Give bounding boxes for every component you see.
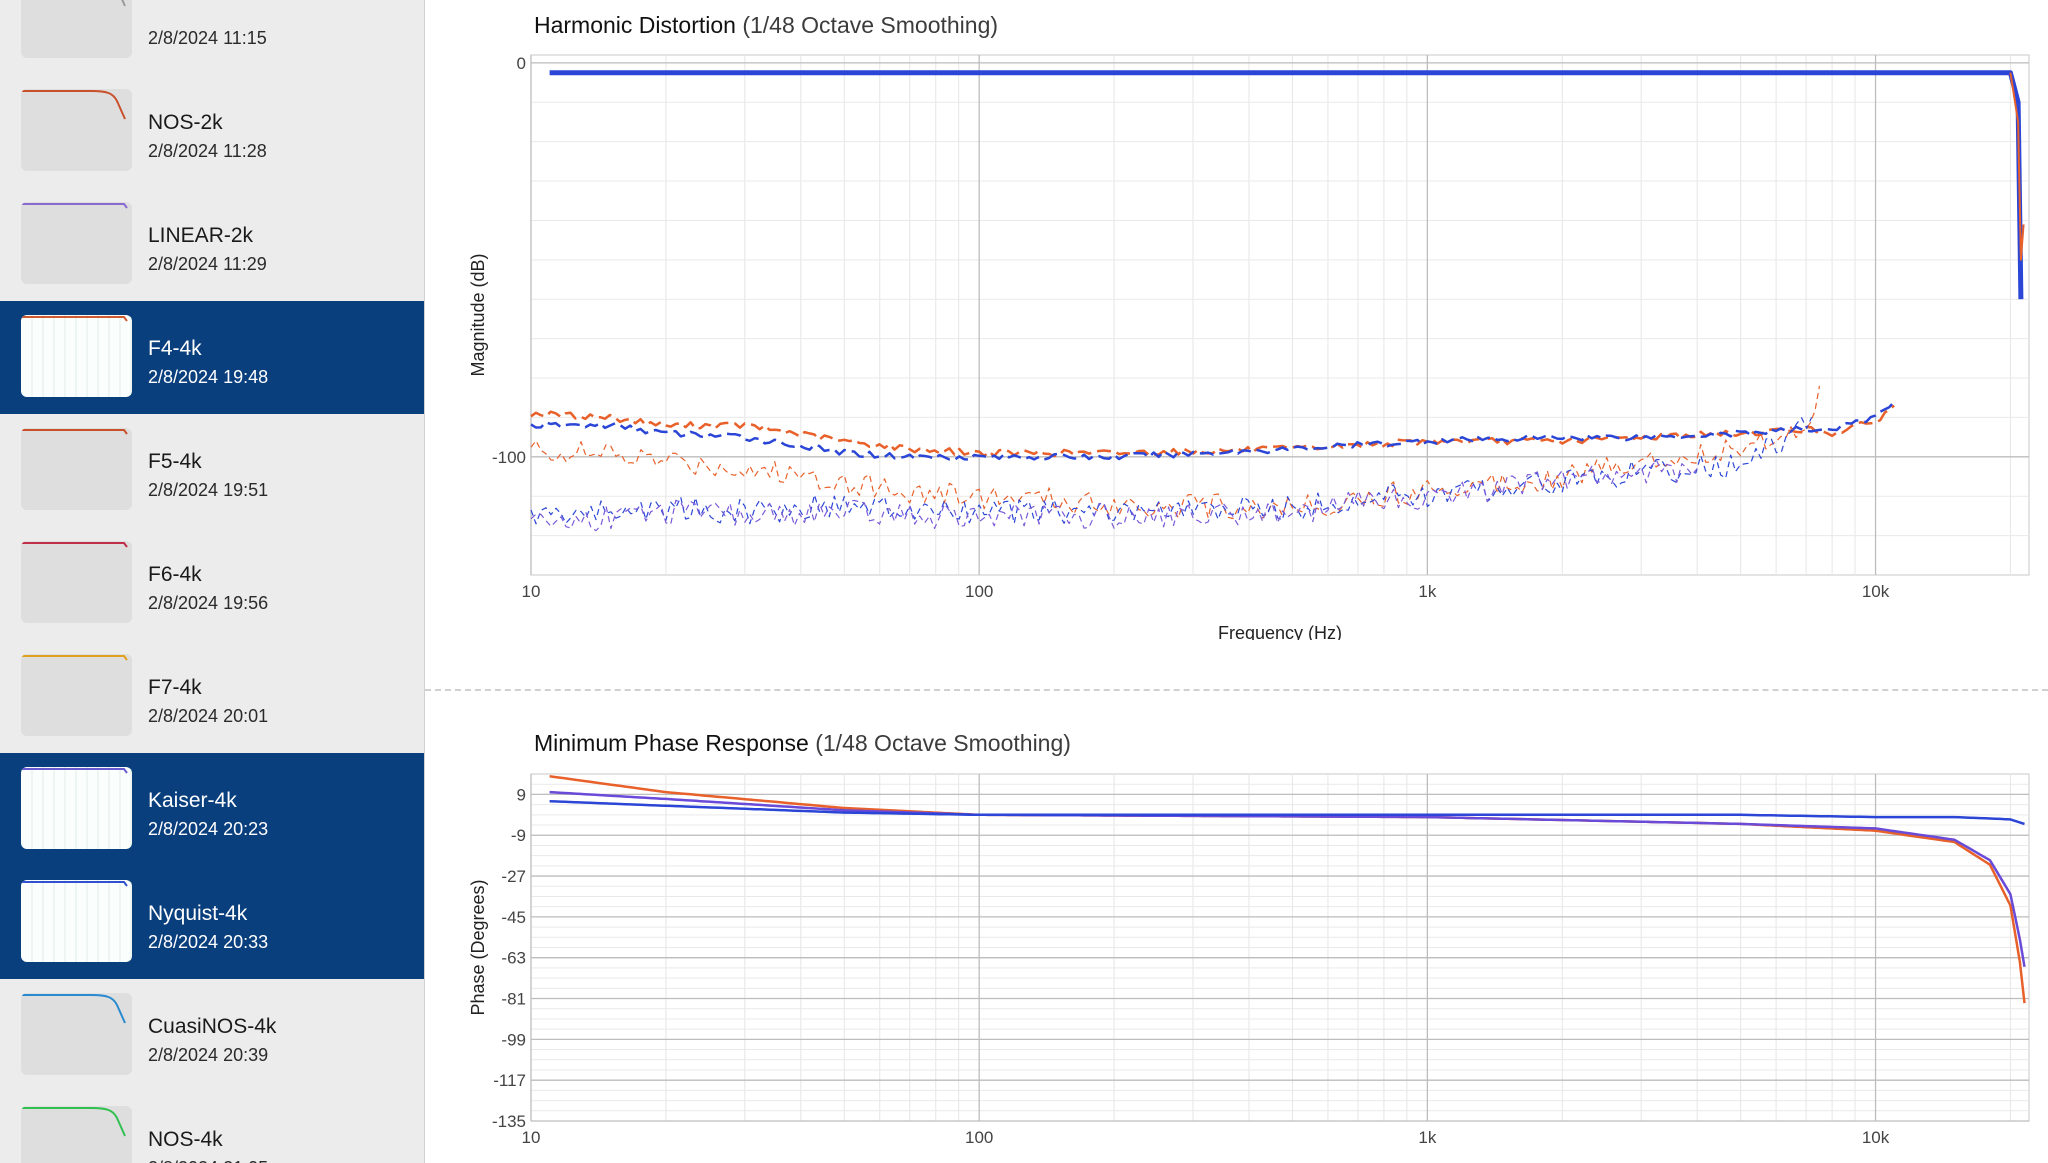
charts-pane: Harmonic Distortion (1/48 Octave Smoothi… bbox=[425, 0, 2048, 1163]
measurement-item[interactable]: F7-4k 2/8/2024 20:01 bbox=[0, 640, 424, 753]
measurement-item[interactable]: NOS-4k 2/8/2024 21:05 bbox=[0, 1092, 424, 1163]
measurement-date: 2/8/2024 20:33 bbox=[148, 932, 269, 952]
y-tick-label: -45 bbox=[501, 908, 526, 927]
series-line bbox=[549, 799, 2025, 826]
y-tick-label: -99 bbox=[501, 1030, 526, 1049]
measurement-date: 2/8/2024 19:48 bbox=[148, 367, 269, 387]
phase-subtitle: (1/48 Octave Smoothing) bbox=[815, 730, 1071, 756]
y-tick-label: 0 bbox=[517, 54, 526, 73]
phase-title: Minimum Phase Response bbox=[534, 730, 809, 756]
chart-divider bbox=[425, 689, 2048, 691]
measurement-thumbnail bbox=[21, 993, 132, 1075]
y-tick-label: -81 bbox=[501, 990, 526, 1009]
measurement-name: F5-4k bbox=[148, 450, 202, 473]
measurement-date: 2/8/2024 11:28 bbox=[148, 141, 267, 161]
y-tick-label: -63 bbox=[501, 949, 526, 968]
y-tick-label: -135 bbox=[492, 1112, 526, 1131]
hd-chart-title: Harmonic Distortion (1/48 Octave Smoothi… bbox=[534, 12, 998, 39]
measurement-thumbnail bbox=[21, 767, 132, 849]
x-tick-label: 10 bbox=[522, 1128, 541, 1147]
hd-title: Harmonic Distortion bbox=[534, 12, 736, 38]
measurement-name: Kaiser-4k bbox=[148, 789, 237, 812]
measurement-item[interactable]: F6-4k 2/8/2024 19:56 bbox=[0, 527, 424, 640]
measurement-thumbnail bbox=[21, 654, 132, 736]
measurement-date: 2/8/2024 20:23 bbox=[148, 819, 269, 839]
x-tick-label: 10 bbox=[522, 582, 541, 601]
series-line bbox=[549, 790, 2026, 968]
measurement-name: LINEAR-2k bbox=[148, 224, 254, 247]
harmonic-distortion-chart: 10 100 1k 10k 0 -100 Frequency (Hz) Magnitude (… bbox=[468, 54, 2030, 640]
measurement-item[interactable]: Kaiser-4k 2/8/2024 20:23 bbox=[0, 753, 424, 866]
measurement-date: 2/8/2024 11:29 bbox=[148, 254, 267, 274]
measurement-thumbnail bbox=[21, 89, 132, 171]
measurement-name: F6-4k bbox=[148, 563, 202, 586]
series-line bbox=[2009, 72, 2025, 261]
y-axis-label: Magnitude (dB) bbox=[468, 253, 488, 376]
minimum-phase-chart: 10 100 1k 10k 9 -9 -27 -45 -63 -81 -99 -117 -135 Phas… bbox=[468, 773, 2030, 1147]
series-line bbox=[530, 400, 1896, 462]
measurement-thumbnail bbox=[21, 202, 132, 284]
measurement-item[interactable]: F4-4k 2/8/2024 19:48 bbox=[0, 301, 424, 414]
measurement-thumbnail bbox=[21, 1106, 132, 1163]
x-tick-label: 1k bbox=[1418, 1128, 1436, 1147]
measurement-name: NOS-2k bbox=[148, 111, 223, 134]
hd-subtitle: (1/48 Octave Smoothing) bbox=[742, 12, 999, 38]
measurement-thumbnail bbox=[21, 541, 132, 623]
measurement-date: 2/8/2024 19:56 bbox=[148, 593, 269, 613]
x-tick-label: 10k bbox=[1862, 582, 1890, 601]
measurement-thumbnail bbox=[21, 315, 132, 397]
measurement-date: 2/8/2024 19:51 bbox=[148, 480, 269, 500]
measurement-thumbnail bbox=[21, 0, 132, 58]
y-tick-label: -100 bbox=[492, 448, 526, 467]
y-tick-label: -117 bbox=[493, 1071, 526, 1090]
measurement-name: NOS-4k bbox=[148, 1128, 223, 1151]
x-axis-label: Frequency (Hz) bbox=[1218, 623, 1342, 640]
measurement-list: 2/8/2024 11:15 NOS-2k 2/8/2024 11:28 LINEAR… bbox=[0, 0, 425, 1163]
y-tick-label: -27 bbox=[501, 867, 526, 886]
measurement-date: 2/8/2024 11:15 bbox=[148, 28, 267, 48]
measurement-item[interactable]: F5-4k 2/8/2024 19:51 bbox=[0, 414, 424, 527]
y-tick-label: -9 bbox=[511, 826, 526, 845]
measurement-name: F4-4k bbox=[148, 337, 202, 360]
measurement-item[interactable]: Nyquist-4k 2/8/2024 20:33 bbox=[0, 866, 424, 979]
measurement-name: Nyquist-4k bbox=[148, 902, 248, 925]
series-line bbox=[530, 385, 1821, 520]
y-axis-label: Phase (Degrees) bbox=[468, 879, 488, 1015]
x-tick-label: 100 bbox=[965, 582, 993, 601]
x-tick-label: 10k bbox=[1862, 1128, 1890, 1147]
measurement-item[interactable]: CuasiNOS-4k 2/8/2024 20:39 bbox=[0, 979, 424, 1092]
measurement-thumbnail bbox=[21, 428, 132, 510]
phase-chart-title: Minimum Phase Response (1/48 Octave Smoo… bbox=[534, 730, 1071, 757]
measurement-item[interactable]: 2/8/2024 11:15 bbox=[0, 0, 424, 75]
measurement-thumbnail bbox=[21, 880, 132, 962]
measurement-name: CuasiNOS-4k bbox=[148, 1015, 277, 1038]
measurement-date: 2/8/2024 20:01 bbox=[148, 706, 269, 726]
x-tick-label: 1k bbox=[1418, 582, 1436, 601]
measurement-date: 2/8/2024 21:05 bbox=[148, 1158, 268, 1163]
y-tick-label: 9 bbox=[517, 785, 526, 804]
measurement-date: 2/8/2024 20:39 bbox=[148, 1045, 269, 1065]
x-tick-label: 100 bbox=[965, 1128, 993, 1147]
measurement-item[interactable]: NOS-2k 2/8/2024 11:28 bbox=[0, 75, 424, 188]
series-line bbox=[549, 70, 2024, 300]
series-line bbox=[530, 459, 1698, 532]
measurement-name: F7-4k bbox=[148, 676, 202, 699]
measurement-item[interactable]: LINEAR-2k 2/8/2024 11:29 bbox=[0, 188, 424, 301]
